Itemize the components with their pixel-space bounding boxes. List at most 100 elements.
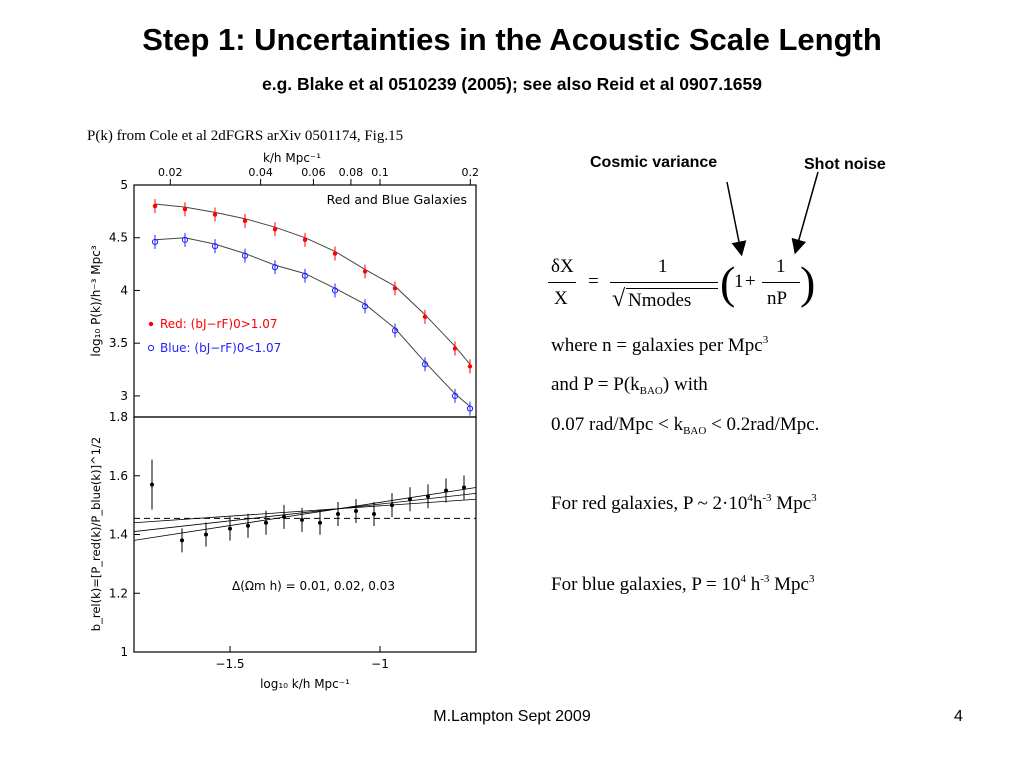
lower-ytick-label: 1.6 [109, 469, 128, 483]
lower-xlabel: log₁₀ k/h Mpc⁻¹ [260, 677, 350, 691]
page-number: 4 [954, 708, 963, 725]
lower-ytick-label: 1 [120, 645, 128, 659]
shot-noise-arrow [791, 171, 819, 255]
right-paren: ) [800, 257, 816, 308]
where-text: where n = galaxies per Mpc [551, 335, 763, 356]
eq-fraction-bar-right [762, 282, 800, 283]
red-data-point [302, 237, 308, 243]
lower-ylabel: b_rel(k)=[P_red(k)/P_blue(k)]^1/2 [89, 437, 103, 631]
blue-model-curve [154, 237, 471, 407]
and-text-post: ) with [662, 374, 708, 395]
blue-data-point [271, 264, 279, 271]
legend-red-marker [148, 321, 154, 327]
sqrt-bar [626, 288, 718, 289]
eq-numerator-left: δX [551, 256, 574, 277]
blue-data-point [451, 392, 459, 400]
red-exp3: 3 [811, 492, 817, 504]
lower-ytick-label: 1.4 [109, 528, 128, 542]
eq-denominator-left: X [554, 288, 568, 309]
range-line: 0.07 rad/Mpc < kBAO < 0.2rad/Mpc. [551, 414, 819, 437]
red-exp1: 4 [747, 492, 753, 504]
and-text-pre: and P = P(k [551, 374, 640, 395]
blue-galaxies-line: For blue galaxies, P = 104 h-3 Mpc3 [551, 573, 814, 596]
brel-data-point [408, 497, 412, 502]
blue-exp2: -3 [760, 573, 770, 585]
blue-data-point [466, 405, 474, 412]
blue-exp3: 3 [808, 573, 815, 585]
red-text-pre: For red galaxies, P ~ 2·10 [551, 493, 748, 514]
brel-data-point [390, 503, 394, 508]
upper-ytick-label: 4 [120, 283, 128, 297]
where-line: where n = galaxies per Mpc3 [551, 334, 768, 357]
red-data-point [182, 207, 188, 212]
brel-data-point [246, 523, 250, 528]
top-tick-label: 0.1 [371, 166, 389, 179]
eq-frac-num: 1 [776, 256, 786, 277]
blue-text-pre: For blue galaxies, P = 10 [551, 574, 741, 595]
lower-x-ticks: −1.5−1−0.5 [215, 646, 389, 671]
red-data-point [242, 218, 248, 224]
eq-fraction-bar-main [610, 282, 718, 283]
lower-ytick-label: 1.2 [109, 586, 128, 600]
eq-equals: = [588, 271, 599, 292]
legend-blue-marker [147, 344, 155, 352]
brel-data-point [426, 494, 430, 499]
blue-data-point [151, 238, 159, 246]
red-data-point [422, 314, 428, 320]
brel-data-point [282, 514, 286, 519]
upper-panel-title: Red and Blue Galaxies [327, 192, 467, 207]
brel-data-point [264, 520, 268, 525]
blue-data-point [331, 287, 339, 294]
red-unit: Mpc [771, 493, 812, 514]
brel-data-point [336, 511, 340, 516]
legend-blue-label: Blue: (bJ−rF)0<1.07 [160, 341, 281, 355]
blue-exp1: 4 [740, 573, 746, 585]
slide-subtitle: e.g. Blake et al 0510239 (2005); see als… [261, 74, 763, 94]
lower-annotation: Δ(Ωm h) = 0.01, 0.02, 0.03 [232, 579, 395, 593]
figure-caption: P(k) from Cole et al 2dFGRS arXiv 050117… [87, 128, 404, 144]
brel-data-point [204, 532, 208, 537]
cosmic-variance-arrow [726, 181, 747, 257]
brel-data-point [372, 511, 376, 516]
blue-data-point [361, 303, 369, 310]
top-tick-label: 0.06 [301, 166, 326, 179]
eq-plus: + [745, 271, 756, 292]
upper-plot-area [151, 199, 474, 416]
brel-data-point [462, 485, 466, 490]
red-h: h [752, 493, 763, 514]
upper-ytick-label: 5 [120, 178, 128, 192]
eq-one: 1 [658, 256, 668, 277]
sqrt-sign: √ [612, 286, 626, 312]
lower-xtick-label: −1 [371, 657, 389, 671]
and-line: and P = P(kBAO) with [551, 374, 708, 397]
brel-data-point [180, 538, 184, 543]
lower-plot-area [133, 459, 477, 553]
blue-data-point [241, 252, 249, 259]
top-tick-label: 0.08 [339, 166, 364, 179]
eq-fraction-bar-left [548, 282, 576, 283]
red-exp2: -3 [762, 492, 772, 504]
red-data-point [392, 286, 398, 291]
red-data-point [152, 203, 158, 209]
red-data-point [467, 364, 473, 369]
brel-data-point [318, 520, 322, 525]
red-data-point [272, 227, 278, 232]
cosmic-variance-label: Cosmic variance [590, 154, 718, 171]
brel-data-point [300, 517, 304, 522]
footer-author: M.Lampton Sept 2009 [433, 708, 591, 725]
blue-data-point [211, 243, 219, 250]
range-subscript: BAO [683, 425, 707, 437]
blue-h: h [745, 574, 761, 595]
where-exponent: 3 [762, 334, 769, 346]
shot-noise-label: Shot noise [804, 156, 886, 173]
pk-figure: k/h Mpc⁻¹ 0.020.040.060.080.10.20.4 33.5… [89, 151, 479, 691]
eq-frac-den: nP [767, 288, 788, 309]
blue-data-point [301, 272, 309, 279]
slide-title: Step 1: Uncertainties in the Acoustic Sc… [142, 22, 882, 57]
error-equation: δX X = 1 √ Nmodes ( 1 + 1 nP ) [548, 252, 818, 322]
blue-data-point [181, 236, 189, 243]
blue-unit: Mpc [769, 574, 809, 595]
lower-xtick-label: −1.5 [215, 657, 244, 671]
red-data-point [362, 269, 368, 274]
